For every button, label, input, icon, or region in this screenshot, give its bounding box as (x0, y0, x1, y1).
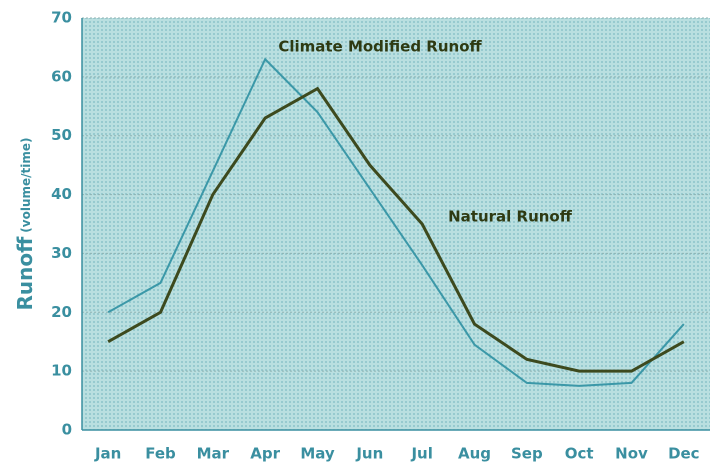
x-tick-label: Jul (410, 445, 432, 463)
x-tick-label: Nov (615, 445, 648, 463)
y-axis-unit: (volume/time) (19, 137, 33, 232)
x-tick-label: May (300, 445, 335, 463)
plot-area (82, 18, 710, 430)
x-tick-label: Aug (458, 445, 491, 463)
x-tick-label: Mar (197, 445, 230, 463)
series-label: Climate Modified Runoff (278, 38, 482, 56)
x-tick-label: Feb (145, 445, 176, 463)
x-tick-label: Oct (565, 445, 594, 463)
y-tick-label: 60 (51, 67, 72, 85)
x-tick-label: Jun (355, 445, 383, 463)
y-tick-label: 20 (51, 303, 72, 321)
y-tick-label: 10 (51, 362, 72, 380)
y-tick-label: 70 (51, 9, 72, 27)
series-label: Natural Runoff (448, 208, 573, 226)
series-line (107, 57, 685, 387)
y-tick-label: 0 (62, 421, 72, 439)
x-tick-label: Jan (94, 445, 121, 463)
x-tick-label: Dec (668, 445, 700, 463)
y-tick-label: 30 (51, 244, 72, 262)
x-tick-label: Apr (250, 445, 280, 463)
y-axis-title: Runoff (13, 236, 37, 311)
series-line (107, 86, 685, 373)
y-tick-label: 50 (51, 126, 72, 144)
y-axis-label: Runoff (volume/time) (13, 137, 37, 310)
x-tick-label: Sep (511, 445, 543, 463)
y-tick-label: 40 (51, 185, 72, 203)
